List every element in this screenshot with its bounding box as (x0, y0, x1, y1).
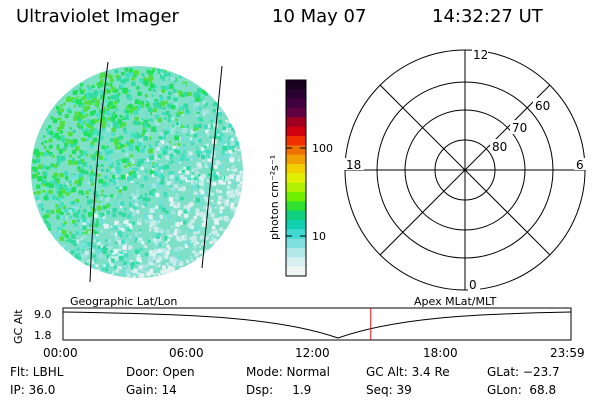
status-door: Door: Open (126, 365, 195, 379)
time-tick-1200: 12:00 (295, 346, 330, 360)
alt-tick-1.8: 1.8 (34, 329, 52, 342)
color-scale-band (286, 173, 306, 184)
status-gc-alt: GC Alt: 3.4 Re (366, 365, 450, 379)
color-scale-band (286, 164, 306, 174)
altitude-curve (62, 311, 572, 339)
geo-latlon-caption: Geographic Lat/Lon (70, 295, 177, 308)
gc-alt-ylabel: GC Alt (12, 309, 25, 344)
color-scale-ticks (286, 147, 306, 237)
color-scale-band (286, 182, 306, 193)
color-scale-band (286, 98, 306, 109)
status-gain: Gain: 14 (126, 383, 177, 397)
color-scale-band (286, 126, 306, 137)
color-scale-band (286, 210, 306, 221)
color-scale-band (286, 229, 306, 240)
color-scale-band (286, 117, 306, 128)
status-glat: GLat: −23.7 (487, 365, 560, 379)
polar-plot (344, 49, 586, 291)
mlat-label-60: 60 (535, 99, 550, 113)
status-filter: Flt: LBHL (10, 365, 64, 379)
color-scale-band (286, 80, 306, 90)
colorbar-tick-100: 100 (312, 142, 333, 155)
status-seq: Seq: 39 (366, 383, 412, 397)
status-dsp: Dsp: 1.9 (246, 383, 312, 397)
status-mode: Mode: Normal (246, 365, 330, 379)
apex-mlat-caption: Apex MLat/MLT (414, 295, 497, 308)
color-scale-band (286, 145, 306, 156)
mlat-label-70: 70 (512, 121, 527, 135)
color-scale-band (286, 108, 306, 118)
altitude-plot-frame (62, 307, 572, 341)
auroral-image (31, 66, 243, 278)
mlt-label-6: 6 (576, 158, 584, 172)
alt-tick-9: 9.0 (34, 308, 52, 321)
observation-date: 10 May 07 (272, 6, 367, 27)
color-scale-band (286, 266, 306, 277)
time-tick-1800: 18:00 (423, 346, 458, 360)
status-ip: IP: 36.0 (10, 383, 56, 397)
color-scale-band (286, 89, 306, 100)
mlt-label-18: 18 (346, 158, 361, 172)
color-scale-band (286, 238, 306, 249)
mlt-label-0: 0 (469, 278, 477, 292)
color-scale-bar (286, 80, 306, 277)
color-scale-band (286, 257, 306, 268)
color-scale-band (286, 220, 306, 230)
observation-time: 14:32:27 UT (432, 6, 543, 27)
grid-line-right (201, 65, 223, 269)
grid-line-left (89, 61, 109, 283)
color-scale-band (286, 201, 306, 212)
mlt-label-12: 12 (473, 48, 488, 62)
color-scale-band (286, 192, 306, 202)
color-scale-band (286, 248, 306, 258)
colorbar-tick-10: 10 (312, 230, 326, 243)
instrument-title: Ultraviolet Imager (16, 6, 179, 27)
time-tick-0600: 06:00 (169, 346, 204, 360)
colorbar-unit-label: photon cm⁻²s⁻¹ (268, 155, 281, 240)
time-tick-0000: 00:00 (43, 346, 78, 360)
color-scale-band (286, 136, 306, 146)
time-tick-2359: 23:59 (550, 346, 585, 360)
color-scale-band (286, 154, 306, 165)
mlat-label-80: 80 (492, 140, 507, 154)
status-glon: GLon: 68.8 (487, 383, 557, 397)
